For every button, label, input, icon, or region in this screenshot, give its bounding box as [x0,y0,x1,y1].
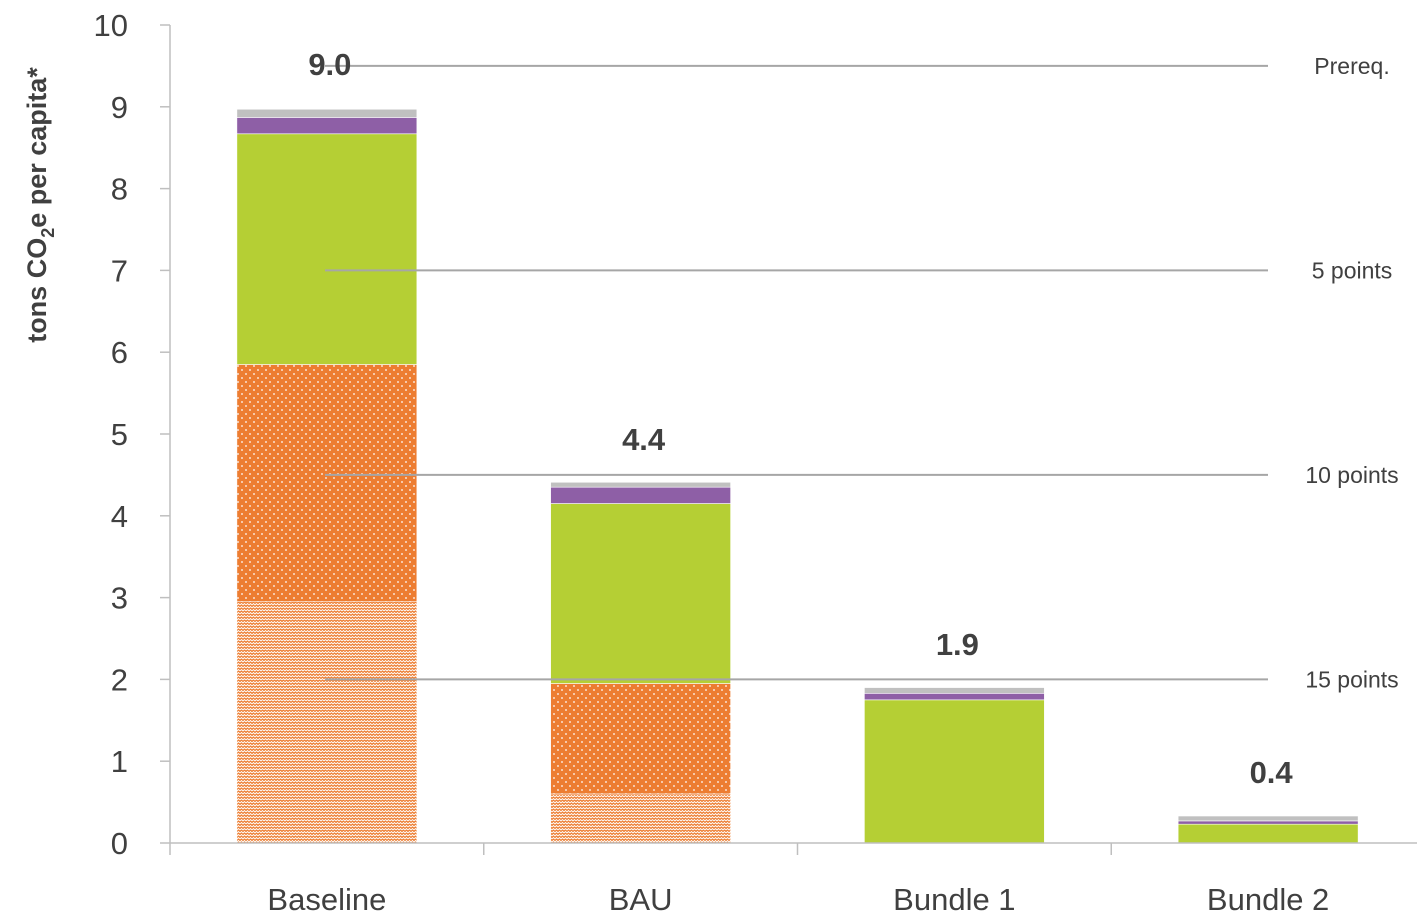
y-tick-label: 1 [111,744,128,779]
reference-lines-layer [325,64,1268,681]
y-tick-label: 7 [111,253,128,288]
bar-segment-1 [550,793,731,844]
x-tick-label: BAU [609,882,673,917]
bar-total-label: 4.4 [622,422,666,457]
bar-segment-1 [236,601,418,844]
y-tick-label: 8 [111,172,128,207]
bar-total-label: 1.9 [936,627,979,662]
reference-line-label: 15 points [1305,666,1398,692]
reference-line-label: 10 points [1305,462,1398,488]
bar-segment-4 [550,486,731,504]
x-tick-label: Bundle 2 [1207,882,1329,917]
y-tick-label: 5 [111,417,128,452]
y-tick-label: 4 [111,499,128,534]
y-tick-label: 2 [111,662,128,697]
bar-segment-5 [550,481,731,488]
y-tick-label: 3 [111,581,128,616]
bar-segment-5 [1177,815,1359,822]
bar-segment-2 [236,364,418,602]
x-tick-label: Bundle 1 [893,882,1015,917]
bar-segment-4 [1177,820,1359,825]
bars-layer [236,108,1359,844]
axes-layer [160,24,1417,855]
bar-segment-2 [550,683,731,795]
reference-line-label: Prereq. [1314,53,1389,79]
bar-segment-4 [864,693,1045,701]
bar-segment-5 [236,108,418,118]
bar-segment-5 [864,687,1045,694]
y-tick-label: 6 [111,335,128,370]
y-tick-label: 0 [111,826,128,861]
y-tick-label: 10 [94,8,128,43]
reference-line-label: 5 points [1312,257,1393,283]
bar-segment-3 [236,133,418,365]
x-tick-label: Baseline [267,882,386,917]
bar-segment-3 [550,503,731,684]
y-tick-label: 9 [111,90,128,125]
labels-layer: Prereq. 5 points 10 points 15 points 0 1 2 3 4 5 6… [94,8,1399,917]
y-axis-title: tons CO2e per capita* [22,67,58,343]
bar-segment-4 [236,117,418,135]
bar-total-label: 0.4 [1250,755,1294,790]
bar-segment-3 [864,699,1045,844]
bar-total-label: 9.0 [308,47,351,82]
bar-segment-3 [1177,823,1359,844]
